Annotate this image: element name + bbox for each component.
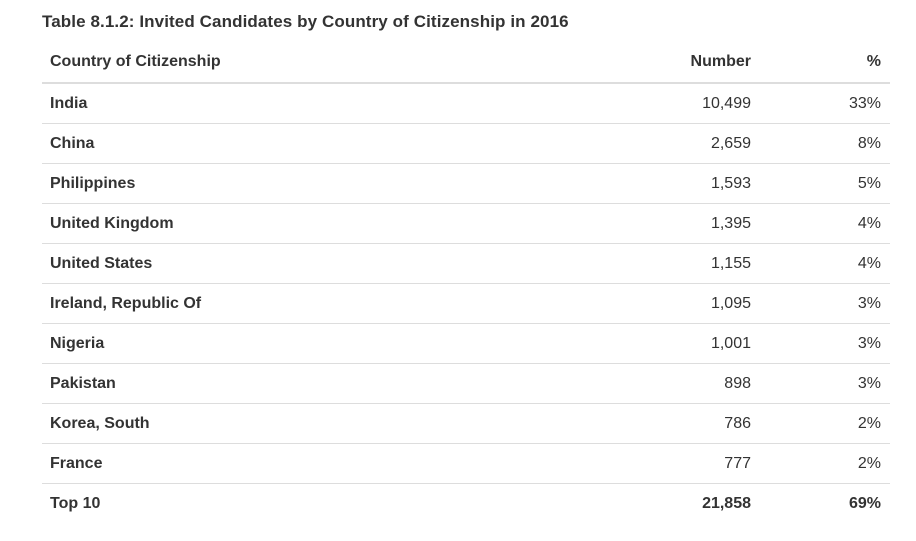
citizenship-table: Country of Citizenship Number % India 10… [42, 42, 890, 524]
percent-cell: 3% [857, 374, 881, 392]
table-total-row: Top 10 21,858 69% [42, 484, 890, 524]
number-cell: 777 [724, 454, 751, 472]
table-row: China 2,659 8% [42, 124, 890, 164]
country-cell: United Kingdom [50, 214, 174, 232]
number-cell: 1,155 [710, 254, 751, 272]
number-cell: 2,659 [710, 134, 751, 152]
number-cell: 786 [724, 414, 751, 432]
table-row: Ireland, Republic Of 1,095 3% [42, 284, 890, 324]
number-cell: 898 [724, 374, 751, 392]
table-row: Korea, South 786 2% [42, 404, 890, 444]
percent-cell: 4% [857, 254, 881, 272]
percent-cell: 33% [848, 94, 881, 112]
number-cell: 1,095 [710, 294, 751, 312]
percent-cell: 3% [857, 294, 881, 312]
country-cell: United States [50, 254, 153, 272]
country-cell: India [50, 94, 88, 112]
table-header-row: Country of Citizenship Number % [42, 42, 890, 84]
country-cell: Nigeria [50, 334, 105, 352]
country-cell: Korea, South [50, 414, 150, 432]
header-country: Country of Citizenship [50, 53, 221, 70]
total-number: 21,858 [702, 495, 751, 512]
table-row: France 777 2% [42, 444, 890, 484]
country-cell: Pakistan [50, 374, 116, 392]
table-row: Philippines 1,593 5% [42, 164, 890, 204]
table-row: Pakistan 898 3% [42, 364, 890, 404]
header-percent: % [866, 53, 881, 70]
number-cell: 1,395 [710, 214, 751, 232]
percent-cell: 8% [857, 134, 881, 152]
country-cell: France [50, 454, 103, 472]
number-cell: 1,001 [710, 334, 751, 352]
number-cell: 1,593 [710, 174, 751, 192]
table-row: United Kingdom 1,395 4% [42, 204, 890, 244]
percent-cell: 4% [857, 214, 881, 232]
country-cell: China [50, 134, 95, 152]
percent-cell: 2% [857, 414, 881, 432]
table-caption: Table 8.1.2: Invited Candidates by Count… [42, 12, 569, 31]
table-row: Nigeria 1,001 3% [42, 324, 890, 364]
country-cell: Ireland, Republic Of [50, 294, 202, 312]
table-row: India 10,499 33% [42, 84, 890, 124]
percent-cell: 2% [857, 454, 881, 472]
number-cell: 10,499 [702, 94, 751, 112]
header-number: Number [690, 53, 751, 70]
total-percent: 69% [848, 495, 881, 512]
percent-cell: 3% [857, 334, 881, 352]
country-cell: Philippines [50, 174, 136, 192]
percent-cell: 5% [857, 174, 881, 192]
table-row: United States 1,155 4% [42, 244, 890, 284]
total-label: Top 10 [50, 495, 101, 512]
